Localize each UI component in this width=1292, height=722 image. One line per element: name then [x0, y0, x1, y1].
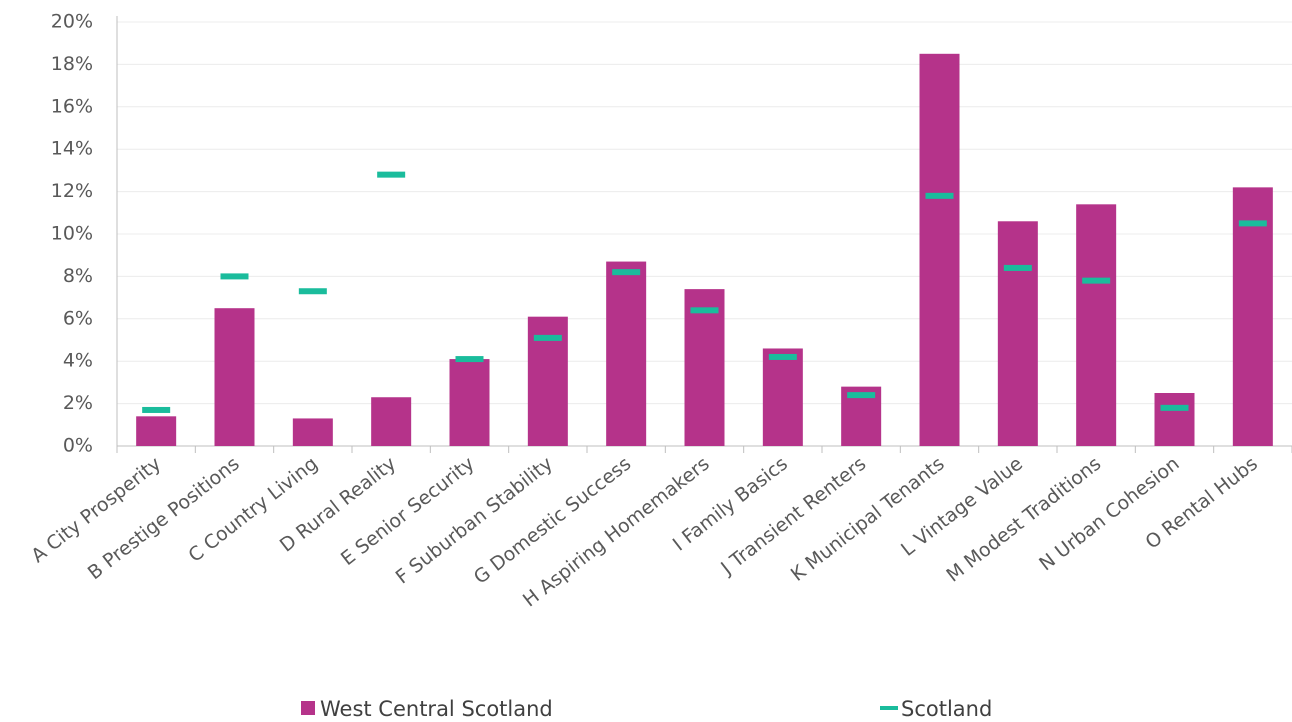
y-tick-label: 12% [51, 180, 93, 202]
bar [919, 53, 960, 447]
marker [768, 353, 797, 360]
legend-swatch-west-central-scotland [301, 701, 315, 715]
marker [142, 406, 171, 413]
marker [1003, 264, 1032, 271]
bar [449, 359, 490, 446]
bar [606, 261, 647, 446]
bar [1154, 393, 1195, 446]
y-tick-label: 0% [63, 435, 93, 457]
bars-west-central-scotland [136, 53, 1273, 447]
markers-scotland [142, 171, 1267, 413]
y-tick-label: 14% [51, 138, 93, 160]
bar [136, 416, 177, 446]
x-tick-label: C Country Living [184, 453, 322, 567]
marker [1238, 220, 1267, 227]
x-tick-label: B Prestige Positions [84, 453, 244, 585]
marker [377, 171, 406, 178]
y-tick-label: 18% [51, 53, 93, 75]
marker [220, 273, 249, 280]
y-axis-tick-labels: 0% 2% 4% 6% 8% 10% 12% 14% 16% 18% 20% [51, 11, 93, 457]
bar [214, 308, 255, 446]
marker [455, 356, 484, 363]
bar [292, 418, 333, 446]
x-tick-label: N Urban Cohesion [1035, 453, 1183, 576]
x-tick-label: A City Prosperity [27, 453, 165, 568]
x-tick-label: E Senior Security [337, 453, 479, 570]
y-tick-label: 2% [63, 392, 93, 414]
gridlines [117, 21, 1292, 405]
x-tick-label: M Modest Traditions [942, 453, 1105, 587]
legend-swatch-scotland [880, 706, 898, 710]
bar [371, 397, 412, 446]
bar [1076, 204, 1117, 446]
marker [1082, 277, 1111, 284]
x-tick-label: J Transient Renters [716, 453, 870, 580]
y-tick-label: 16% [51, 95, 93, 117]
legend-label-west-central-scotland: West Central Scotland [320, 697, 553, 721]
legend-label-scotland: Scotland [901, 697, 992, 721]
legend: West Central Scotland Scotland [301, 697, 992, 721]
y-tick-label: 4% [63, 350, 93, 372]
marker [925, 192, 954, 199]
bar [762, 348, 803, 446]
marker [612, 269, 641, 276]
marker [690, 307, 719, 314]
bar [997, 221, 1038, 446]
y-tick-label: 8% [63, 265, 93, 287]
marker [298, 288, 327, 295]
x-tick-label: K Municipal Tenants [787, 453, 949, 586]
y-tick-label: 10% [51, 223, 93, 245]
marker [847, 392, 876, 399]
bar [684, 289, 725, 446]
y-tick-label: 20% [51, 11, 93, 33]
y-tick-label: 6% [63, 307, 93, 329]
marker [533, 334, 562, 341]
bar [1232, 187, 1273, 447]
marker [1160, 404, 1189, 411]
